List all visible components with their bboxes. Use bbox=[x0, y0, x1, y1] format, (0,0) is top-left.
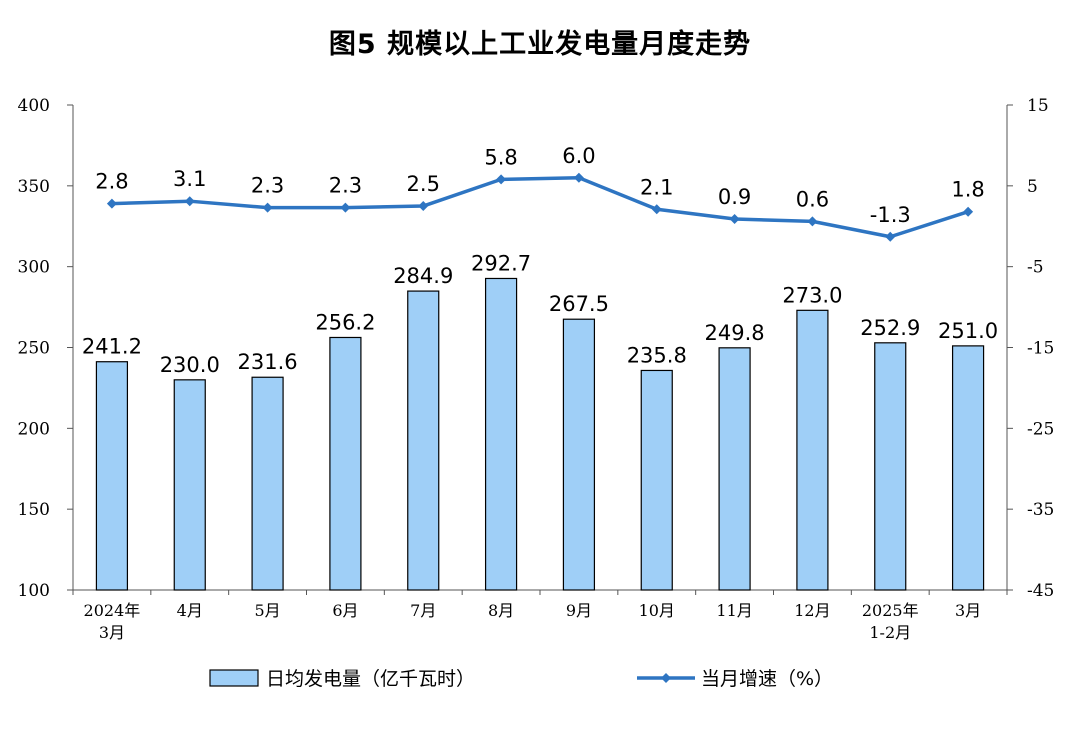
line-value-label: 2.8 bbox=[95, 170, 128, 194]
bar-value-label: 251.0 bbox=[938, 319, 998, 343]
bar bbox=[407, 290, 440, 591]
line-value-label: 0.6 bbox=[796, 187, 829, 211]
bar bbox=[95, 361, 129, 591]
bar-value-label: 235.8 bbox=[627, 343, 687, 367]
line-value-label: 3.1 bbox=[173, 167, 206, 191]
x-tick-label: 6月 bbox=[332, 601, 358, 620]
bar-value-label: 292.7 bbox=[471, 251, 531, 275]
left-tick-label: 350 bbox=[18, 177, 50, 197]
x-tick-label: 2025年 bbox=[862, 601, 919, 620]
x-tick-label: 8月 bbox=[488, 601, 514, 620]
legend-line-label: 当月增速（%） bbox=[701, 668, 833, 690]
line-value-label: 2.3 bbox=[329, 174, 362, 198]
x-tick-label: 10月 bbox=[639, 601, 675, 620]
bar bbox=[173, 379, 206, 591]
left-tick-label: 200 bbox=[18, 419, 50, 439]
legend-bar-label: 日均发电量（亿千瓦时） bbox=[266, 668, 475, 690]
x-tick-label: 9月 bbox=[566, 601, 592, 620]
bar-value-label: 273.0 bbox=[782, 283, 842, 307]
right-tick-label: -25 bbox=[1027, 419, 1054, 439]
line-value-label: 2.1 bbox=[640, 175, 673, 199]
line-value-label: 1.8 bbox=[951, 178, 984, 202]
line-value-label: 6.0 bbox=[562, 144, 595, 168]
data-labels: 241.2 230.0 231.6 256.2 284.9 292.7 267.5 235.8… bbox=[82, 144, 998, 377]
line-marker bbox=[418, 201, 429, 212]
bar bbox=[951, 345, 985, 591]
left-tick-label: 100 bbox=[18, 581, 50, 601]
right-tick-label: -15 bbox=[1027, 339, 1054, 359]
x-tick-label: 3月 bbox=[99, 623, 125, 642]
right-tick-label: 5 bbox=[1027, 177, 1038, 197]
x-tick-label: 11月 bbox=[716, 601, 752, 620]
x-tick-label: 12月 bbox=[794, 601, 830, 620]
right-tick-label: -45 bbox=[1027, 581, 1054, 601]
right-tick-label: 15 bbox=[1027, 96, 1049, 116]
bar-value-label: 230.0 bbox=[160, 353, 220, 377]
bar bbox=[796, 309, 829, 591]
x-tick-label: 4月 bbox=[177, 601, 203, 620]
bar-value-label: 284.9 bbox=[393, 264, 453, 288]
line-marker bbox=[807, 216, 818, 227]
legend-line-marker bbox=[661, 673, 671, 683]
bar-value-label: 267.5 bbox=[549, 292, 609, 316]
left-tick-label: 400 bbox=[18, 96, 50, 116]
left-tick-label: 150 bbox=[18, 500, 50, 520]
line-marker bbox=[106, 198, 117, 209]
bar bbox=[874, 342, 907, 591]
line-value-label: 5.8 bbox=[484, 145, 517, 169]
line-value-label: 2.5 bbox=[407, 172, 440, 196]
bar bbox=[640, 369, 673, 591]
line-path bbox=[111, 176, 969, 239]
axes: 100 150 200 250 300 350 400 -45 -35 -25 -15 -5 5 15 20… bbox=[18, 96, 1055, 642]
right-tick-label: -35 bbox=[1027, 500, 1054, 520]
x-tick-label: 1-2月 bbox=[869, 623, 911, 642]
line-value-label: -1.3 bbox=[870, 203, 911, 227]
chart-title: 图5 规模以上工业发电量月度走势 bbox=[328, 29, 752, 60]
line-marker bbox=[496, 174, 507, 185]
x-tick-label: 2024年 bbox=[84, 601, 141, 620]
line-marker bbox=[651, 204, 662, 215]
line-value-label: 0.9 bbox=[718, 185, 751, 209]
line-marker bbox=[885, 231, 896, 242]
bar bbox=[251, 376, 284, 591]
bar bbox=[562, 318, 596, 591]
legend: 日均发电量（亿千瓦时） 当月增速（%） bbox=[209, 668, 833, 690]
legend-bar-swatch bbox=[209, 669, 259, 687]
left-tick-label: 300 bbox=[18, 258, 50, 278]
bar-value-label: 249.8 bbox=[705, 321, 765, 345]
line-marker bbox=[340, 202, 351, 213]
bar-value-label: 231.6 bbox=[238, 350, 298, 374]
line-marker bbox=[262, 202, 273, 213]
bar bbox=[718, 347, 751, 591]
bar-value-label: 256.2 bbox=[315, 310, 375, 334]
x-tick-label: 3月 bbox=[955, 601, 981, 620]
line-value-label: 2.3 bbox=[251, 174, 284, 198]
right-tick-label: -5 bbox=[1027, 258, 1044, 278]
bar-series bbox=[95, 277, 985, 591]
line-marker bbox=[184, 196, 195, 207]
line-marker bbox=[729, 213, 740, 224]
line-marker bbox=[573, 172, 584, 183]
left-tick-label: 250 bbox=[18, 339, 50, 359]
bar bbox=[484, 277, 518, 591]
line-marker bbox=[963, 206, 974, 217]
bar-value-label: 241.2 bbox=[82, 335, 142, 359]
x-tick-label: 7月 bbox=[410, 601, 436, 620]
x-tick-label: 5月 bbox=[254, 601, 280, 620]
line-series bbox=[106, 172, 974, 242]
bar bbox=[329, 336, 362, 591]
bar-value-label: 252.9 bbox=[860, 316, 920, 340]
